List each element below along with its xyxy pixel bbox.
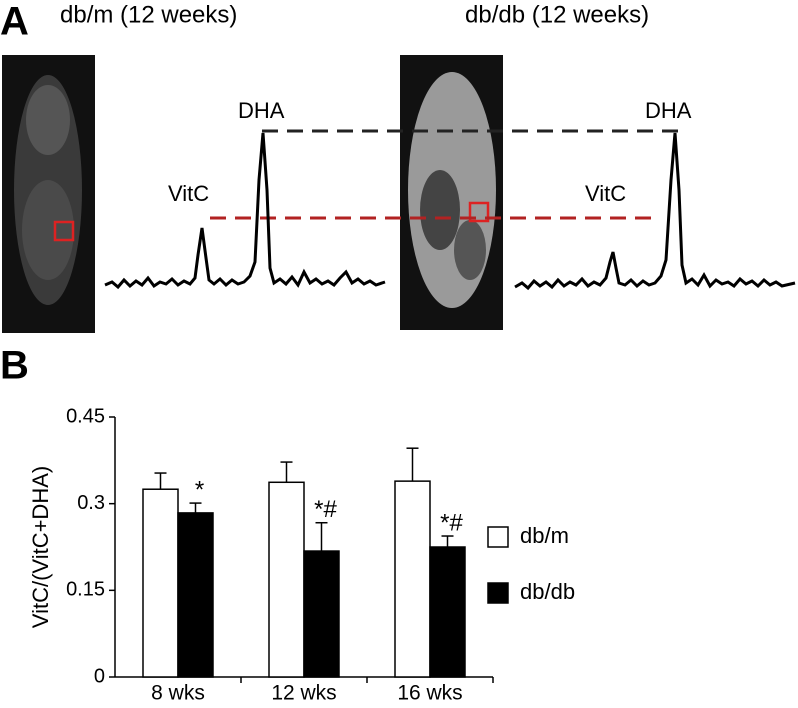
panel-label: A — [0, 0, 29, 44]
spectrum — [514, 132, 796, 291]
significance-mark: *# — [314, 496, 337, 523]
peak-label: DHA — [645, 98, 692, 123]
legend-label: db/m — [520, 523, 569, 548]
x-tick-label: 16 wks — [397, 682, 462, 705]
panel-label: B — [0, 344, 29, 388]
legend-label: db/db — [520, 579, 575, 604]
legend-swatch — [487, 582, 509, 604]
y-axis-label: VitC/(VitC+DHA) — [28, 466, 53, 628]
bar — [177, 512, 214, 678]
legend-swatch — [487, 526, 509, 548]
y-tick-label: 0.15 — [66, 579, 105, 601]
mri-image — [400, 55, 503, 330]
significance-mark: *# — [440, 509, 463, 536]
panel-title: db/m (12 weeks) — [60, 1, 237, 28]
y-tick-label: 0 — [94, 665, 105, 687]
peak-label: VitC — [585, 181, 626, 206]
panel-title: db/db (12 weeks) — [465, 1, 649, 28]
bar — [429, 546, 466, 678]
y-tick-label: 0.45 — [66, 405, 105, 427]
x-tick-label: 8 wks — [151, 682, 205, 705]
bar — [268, 481, 305, 678]
bar — [142, 488, 179, 678]
peak-label: VitC — [168, 181, 209, 206]
y-tick-label: 0.3 — [77, 492, 105, 514]
peak-label: DHA — [238, 98, 285, 123]
significance-mark: * — [195, 476, 204, 503]
spectrum — [104, 132, 386, 290]
bar-chart: 0 0.15 0.3 0.45 8 wks * 12 wks *# 16 wks *# db/m db… — [66, 405, 575, 704]
x-tick-label: 12 wks — [271, 682, 336, 705]
mri-image — [2, 55, 95, 333]
bar — [394, 480, 431, 678]
bar — [303, 550, 340, 678]
